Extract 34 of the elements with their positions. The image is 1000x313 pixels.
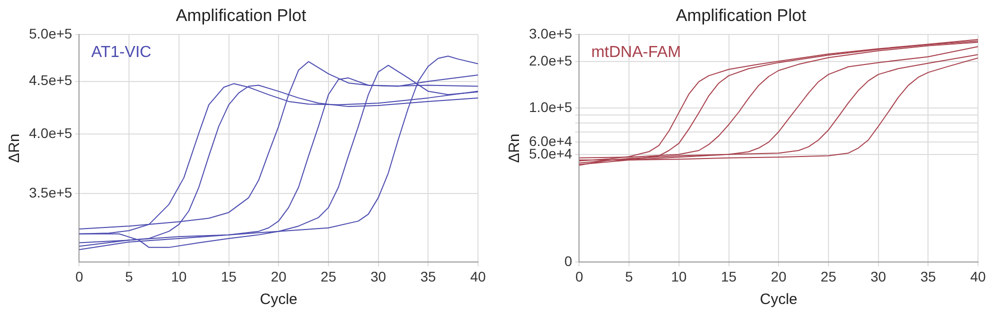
x-tick-label: 0 — [575, 268, 584, 284]
chart-title: Amplification Plot — [176, 6, 306, 25]
x-tick-label: 10 — [671, 268, 687, 284]
y-axis-title: ΔRn — [6, 134, 24, 163]
x-tick-label: 5 — [625, 268, 634, 284]
y-tick-label: 4.0e+5 — [28, 124, 72, 141]
y-tick-label: 3.5e+5 — [28, 184, 72, 200]
x-tick-label: 25 — [820, 268, 836, 284]
x-axis-title: Cycle — [760, 291, 798, 308]
x-tick-label: 35 — [420, 268, 436, 284]
x-tick-label: 10 — [171, 268, 187, 284]
y-tick-label: 1.0e+5 — [528, 98, 572, 115]
x-tick-label: 40 — [470, 268, 486, 284]
x-tick-label: 30 — [370, 268, 386, 284]
y-axis-title: ΔRn — [506, 134, 524, 163]
chart-title: Amplification Plot — [676, 6, 806, 25]
y-tick-label: 0 — [564, 253, 572, 270]
x-tick-label: 25 — [320, 268, 336, 284]
annotation: AT1-VIC — [91, 44, 152, 61]
x-tick-label: 30 — [870, 268, 886, 284]
x-tick-label: 35 — [920, 268, 936, 284]
x-tick-label: 15 — [220, 268, 237, 284]
y-tick-label: 3.0e+5 — [528, 25, 572, 42]
x-tick-label: 20 — [770, 268, 787, 284]
x-tick-label: 5 — [125, 268, 134, 284]
x-tick-label: 20 — [270, 268, 287, 284]
y-tick-label: 4.5e+5 — [28, 72, 72, 88]
x-tick-label: 40 — [970, 268, 986, 284]
annotation: mtDNA-FAM — [591, 44, 681, 61]
y-tick-label: 2.0e+5 — [528, 52, 572, 68]
x-tick-label: 0 — [75, 268, 84, 284]
x-tick-label: 15 — [720, 268, 737, 284]
y-tick-label: 5.0e+5 — [28, 25, 72, 42]
x-axis-title: Cycle — [260, 291, 298, 308]
